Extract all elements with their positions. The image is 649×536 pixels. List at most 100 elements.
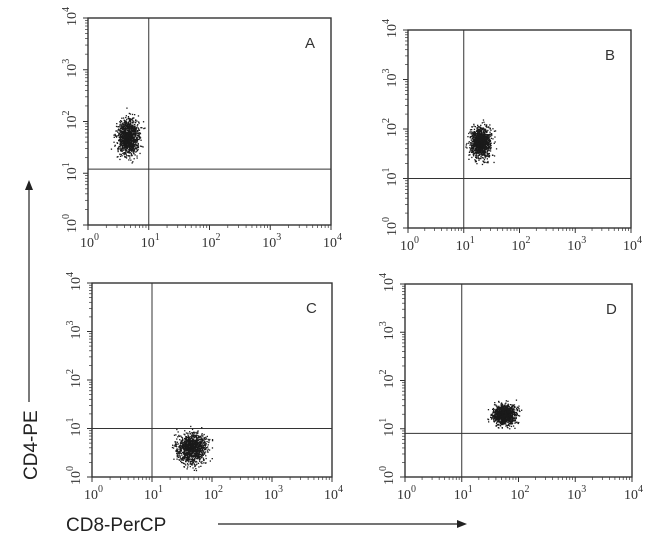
event-dot [185,464,187,466]
event-dot [136,139,139,142]
event-dot [200,455,203,457]
event-dot [131,119,133,121]
event-dot [480,144,482,146]
event-dot [488,137,490,140]
event-dot [474,150,476,152]
event-dot [124,120,126,122]
x-tick-label: 102 [204,484,223,503]
event-dot [187,444,189,447]
event-dot [486,155,488,157]
event-dot [204,443,206,445]
event-dot [514,413,516,415]
event-dot [194,447,197,449]
event-dot [477,130,479,133]
event-dot [484,154,486,157]
event-dot [482,134,484,136]
event-dot [131,140,133,142]
event-dot [175,449,177,452]
event-dot [478,149,480,151]
x-tick-label: 103 [567,235,586,254]
event-dot [480,128,482,130]
event-dot [468,151,471,153]
event-dot [197,462,200,464]
event-dot [493,412,495,414]
x-tick-label: 104 [623,235,642,254]
event-dot [140,127,142,129]
event-dot [118,148,120,150]
event-dot [488,134,491,136]
event-dot [470,142,472,144]
event-dot [493,411,496,413]
event-dot [133,139,135,141]
event-dot [473,133,475,135]
event-dot [501,415,503,418]
event-dot [501,417,504,419]
event-dot [184,450,186,452]
event-dot [503,421,505,423]
event-dot [478,154,480,156]
event-dot [511,404,513,406]
event-dot [469,147,471,149]
event-dot [175,434,177,436]
event-dot [509,407,511,409]
event-dot [128,123,131,125]
event-dot [479,136,481,138]
event-dot [518,421,520,424]
event-dot [178,450,181,453]
event-dot [510,410,513,413]
event-dot [480,139,482,141]
event-dot [492,408,494,410]
event-dot [129,141,131,143]
event-dot [184,446,187,448]
event-dot [475,159,477,162]
event-dot [486,135,488,138]
event-dot [496,420,499,422]
event-dot [484,151,487,153]
event-dot [144,127,146,129]
event-dot [122,138,125,140]
event-dot [121,145,124,148]
event-dot [496,415,498,418]
event-dot [113,134,115,136]
event-dot [518,405,520,407]
y-tick-label: 104 [378,273,397,292]
event-dot [189,458,191,460]
event-dot [122,130,125,133]
event-dot [500,404,502,407]
event-dot [487,136,490,138]
event-dot [188,451,191,453]
event-dot [137,138,139,140]
event-dot [474,138,477,140]
event-dot [119,121,121,123]
event-dot [204,442,206,444]
event-dot [501,408,504,411]
event-dot [184,440,186,442]
event-dot [127,116,130,118]
event-dot [496,413,498,415]
event-dot [187,441,190,443]
event-dot [121,148,123,150]
event-dot [511,413,513,416]
event-dot [191,440,193,442]
event-dot [115,125,118,128]
event-dot [478,151,480,154]
event-dot [188,438,191,440]
event-dot [131,144,133,146]
event-dot [120,143,122,145]
event-dot [182,438,184,441]
event-dot [511,405,513,407]
event-dot [119,124,121,126]
event-dot [508,406,510,408]
event-dot [473,155,475,157]
event-dot [192,460,195,462]
event-dot [492,411,495,414]
event-dot [133,141,135,143]
event-dot [484,148,486,150]
event-dot [121,123,123,126]
event-dot [510,422,512,424]
event-dot [465,144,467,146]
event-dot [511,409,513,411]
event-dot [497,421,499,423]
event-dot [119,130,121,132]
event-dot [195,469,198,472]
